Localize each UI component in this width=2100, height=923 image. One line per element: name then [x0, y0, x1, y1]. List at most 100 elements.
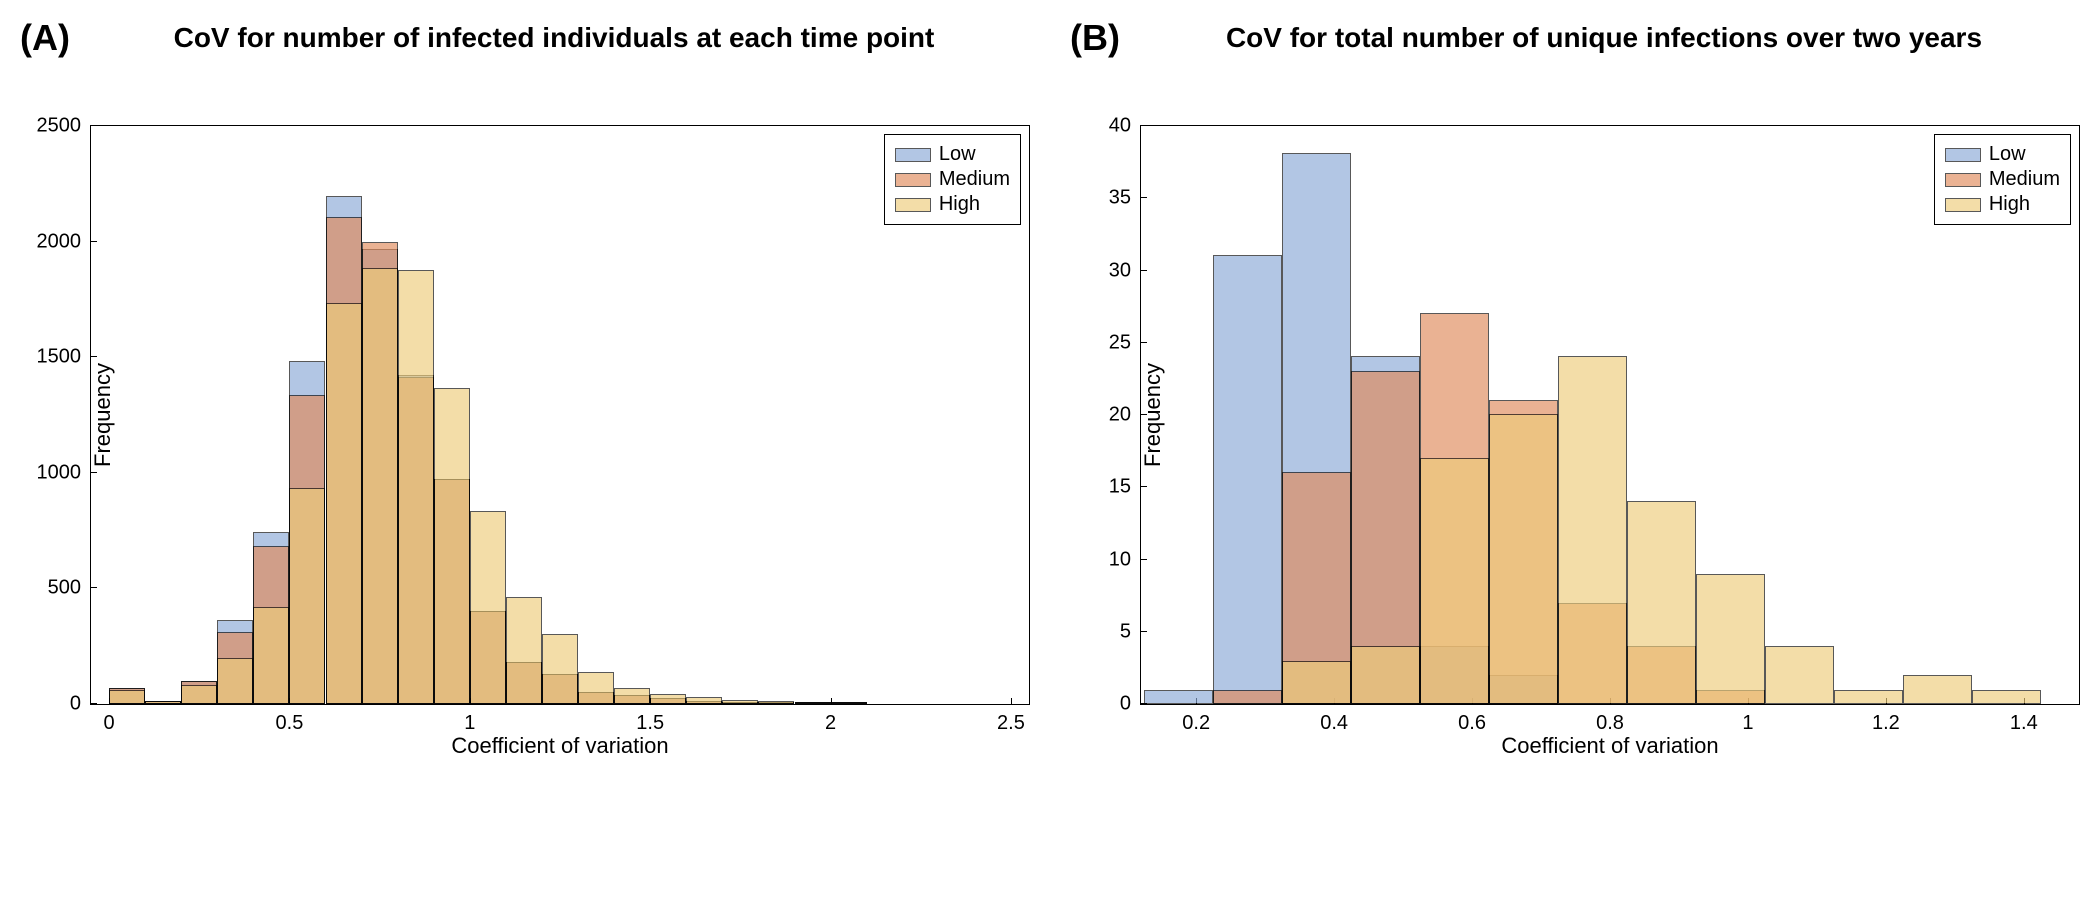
ytick-label: 5 — [1120, 620, 1141, 643]
ytick-label: 40 — [1109, 115, 1141, 138]
hist-bar-high — [1834, 690, 1903, 705]
panel-a-chart-area: Frequency Coefficient of variation Low M… — [90, 125, 1030, 705]
legend-swatch-high — [1945, 198, 1981, 212]
hist-bar-high — [1696, 574, 1765, 705]
hist-bar-high — [1903, 675, 1972, 704]
panel-b-title: CoV for total number of unique infection… — [1128, 20, 2080, 56]
hist-bar-high — [578, 672, 614, 704]
xtick-label: 1 — [1742, 704, 1753, 735]
legend-label-medium: Medium — [939, 168, 1010, 191]
ytick-mark — [91, 587, 97, 588]
hist-bar-high — [506, 597, 542, 704]
ytick-label: 10 — [1109, 548, 1141, 571]
legend-swatch-high — [895, 198, 931, 212]
xtick-label: 1 — [464, 704, 475, 735]
hist-bar-medium — [1213, 690, 1282, 705]
xtick-label: 1.2 — [1872, 704, 1900, 735]
xtick-label: 1.4 — [2010, 704, 2038, 735]
figure-container: (A) CoV for number of infected individua… — [20, 20, 2080, 765]
hist-bar-high — [398, 270, 434, 704]
ytick-mark — [1141, 197, 1147, 198]
ytick-label: 2000 — [37, 230, 92, 253]
xtick-label: 0 — [103, 704, 114, 735]
legend-swatch-medium — [1945, 173, 1981, 187]
panel-a-chart-wrap: Frequency Coefficient of variation Low M… — [20, 125, 1030, 765]
ytick-mark — [91, 356, 97, 357]
hist-bar-high — [542, 634, 578, 704]
hist-bar-high — [1627, 501, 1696, 704]
hist-bar-low — [1213, 255, 1282, 705]
ytick-mark — [1141, 270, 1147, 271]
panel-a-title: CoV for number of infected individuals a… — [78, 20, 1030, 56]
legend-label-high: High — [1989, 193, 2030, 216]
panel-a-legend: Low Medium High — [884, 134, 1021, 225]
hist-bar-high — [289, 488, 325, 704]
ytick-label: 1000 — [37, 461, 92, 484]
hist-bar-high — [722, 700, 758, 704]
legend-swatch-medium — [895, 173, 931, 187]
hist-bar-high — [1351, 646, 1420, 704]
xtick-label: 0.2 — [1182, 704, 1210, 735]
hist-bar-high — [434, 388, 470, 704]
panel-a-xlabel: Coefficient of variation — [451, 733, 668, 759]
hist-bar-high — [181, 685, 217, 704]
hist-bar-high — [831, 702, 867, 704]
ytick-label: 0 — [70, 693, 91, 716]
xtick-label: 1.5 — [636, 704, 664, 735]
hist-bar-high — [326, 303, 362, 704]
ytick-label: 1500 — [37, 346, 92, 369]
legend-label-low: Low — [1989, 143, 2026, 166]
panel-b-chart-wrap: Frequency Coefficient of variation Low M… — [1070, 125, 2080, 765]
legend-swatch-low — [1945, 148, 1981, 162]
hist-bar-high — [1765, 646, 1834, 704]
legend-item-medium: Medium — [895, 168, 1010, 191]
ytick-label: 25 — [1109, 331, 1141, 354]
hist-bar-high — [1489, 414, 1558, 704]
panel-b-header: (B) CoV for total number of unique infec… — [1070, 20, 2080, 110]
hist-bar-low — [1144, 690, 1213, 705]
ytick-label: 35 — [1109, 187, 1141, 210]
panel-b-letter: (B) — [1070, 20, 1120, 56]
ytick-mark — [91, 472, 97, 473]
hist-bar-high — [650, 694, 686, 704]
legend-label-medium: Medium — [1989, 168, 2060, 191]
ytick-mark — [91, 241, 97, 242]
hist-bar-high — [253, 607, 289, 704]
ytick-mark — [1141, 631, 1147, 632]
legend-item-high: High — [1945, 193, 2060, 216]
xtick-label: 2.5 — [997, 704, 1025, 735]
xtick-label: 0.6 — [1458, 704, 1486, 735]
panel-b-legend: Low Medium High — [1934, 134, 2071, 225]
panel-a-header: (A) CoV for number of infected individua… — [20, 20, 1030, 110]
ytick-mark — [91, 125, 97, 126]
hist-bar-high — [795, 702, 831, 704]
ytick-mark — [91, 703, 97, 704]
ytick-label: 500 — [48, 577, 91, 600]
panel-a-ylabel: Frequency — [90, 363, 116, 467]
panel-b: (B) CoV for total number of unique infec… — [1070, 20, 2080, 765]
hist-bar-high — [145, 701, 181, 704]
xtick-mark — [1011, 698, 1012, 704]
hist-bar-high — [470, 511, 506, 704]
xtick-label: 0.8 — [1596, 704, 1624, 735]
hist-bar-high — [1282, 661, 1351, 705]
legend-item-medium: Medium — [1945, 168, 2060, 191]
legend-item-low: Low — [1945, 143, 2060, 166]
hist-bar-high — [109, 690, 145, 704]
xtick-label: 0.5 — [276, 704, 304, 735]
ytick-label: 2500 — [37, 115, 92, 138]
ytick-mark — [1141, 342, 1147, 343]
legend-label-high: High — [939, 193, 980, 216]
ytick-label: 20 — [1109, 404, 1141, 427]
panel-b-xlabel: Coefficient of variation — [1501, 733, 1718, 759]
legend-label-low: Low — [939, 143, 976, 166]
ytick-mark — [1141, 414, 1147, 415]
panel-b-ylabel: Frequency — [1140, 363, 1166, 467]
ytick-mark — [1141, 486, 1147, 487]
hist-bar-high — [1972, 690, 2041, 705]
legend-swatch-low — [895, 148, 931, 162]
ytick-label: 30 — [1109, 259, 1141, 282]
hist-bar-high — [1420, 458, 1489, 705]
hist-bar-high — [686, 697, 722, 704]
hist-bar-high — [758, 701, 794, 704]
